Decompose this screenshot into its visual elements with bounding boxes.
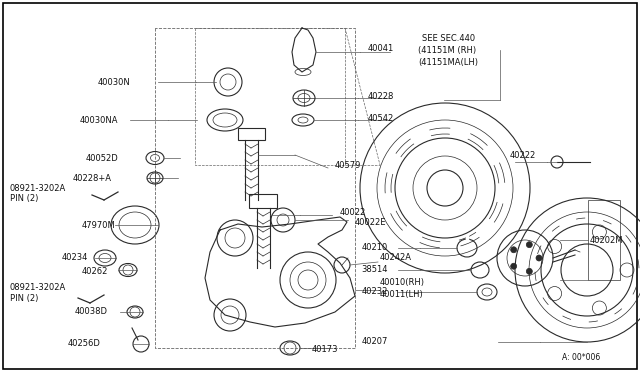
Text: 40052D: 40052D (85, 154, 118, 163)
Text: 40010(RH): 40010(RH) (380, 278, 425, 286)
Text: 40256D: 40256D (67, 340, 100, 349)
Text: 40228: 40228 (368, 92, 394, 100)
Text: 40041: 40041 (368, 44, 394, 52)
Text: 40207: 40207 (362, 337, 388, 346)
Text: 40579: 40579 (335, 160, 362, 170)
Text: 40011(LH): 40011(LH) (380, 291, 424, 299)
Text: (41151MA(LH): (41151MA(LH) (418, 58, 478, 67)
Circle shape (511, 247, 516, 253)
Circle shape (526, 242, 532, 248)
Text: PIN (2): PIN (2) (10, 294, 38, 302)
Text: 40022E: 40022E (355, 218, 387, 227)
Text: 08921-3202A: 08921-3202A (10, 183, 67, 192)
Text: 40232: 40232 (362, 288, 388, 296)
Text: 40542: 40542 (368, 113, 394, 122)
Text: PIN (2): PIN (2) (10, 193, 38, 202)
Circle shape (511, 263, 516, 269)
Bar (588, 200, 620, 280)
Text: 40222: 40222 (510, 151, 536, 160)
Text: 40210: 40210 (362, 244, 388, 253)
Text: 08921-3202A: 08921-3202A (10, 283, 67, 292)
Text: (41151M (RH): (41151M (RH) (418, 45, 476, 55)
Circle shape (526, 268, 532, 274)
Bar (249, 194, 277, 208)
Text: 40173: 40173 (312, 346, 339, 355)
Text: SEE SEC.440: SEE SEC.440 (422, 33, 475, 42)
Text: 40202M: 40202M (590, 235, 623, 244)
Text: 38514: 38514 (362, 266, 388, 275)
Text: 40242A: 40242A (380, 253, 412, 263)
Text: 40022: 40022 (340, 208, 366, 217)
Text: 40030NA: 40030NA (79, 115, 118, 125)
Text: 40030N: 40030N (97, 77, 130, 87)
Text: A: 00*006: A: 00*006 (562, 353, 600, 362)
Circle shape (536, 255, 542, 261)
Bar (238, 128, 265, 140)
Text: 40234: 40234 (61, 253, 88, 263)
Text: 40262: 40262 (82, 267, 108, 276)
Text: 47970M: 47970M (81, 221, 115, 230)
Text: 40228+A: 40228+A (73, 173, 112, 183)
Text: 40038D: 40038D (75, 308, 108, 317)
